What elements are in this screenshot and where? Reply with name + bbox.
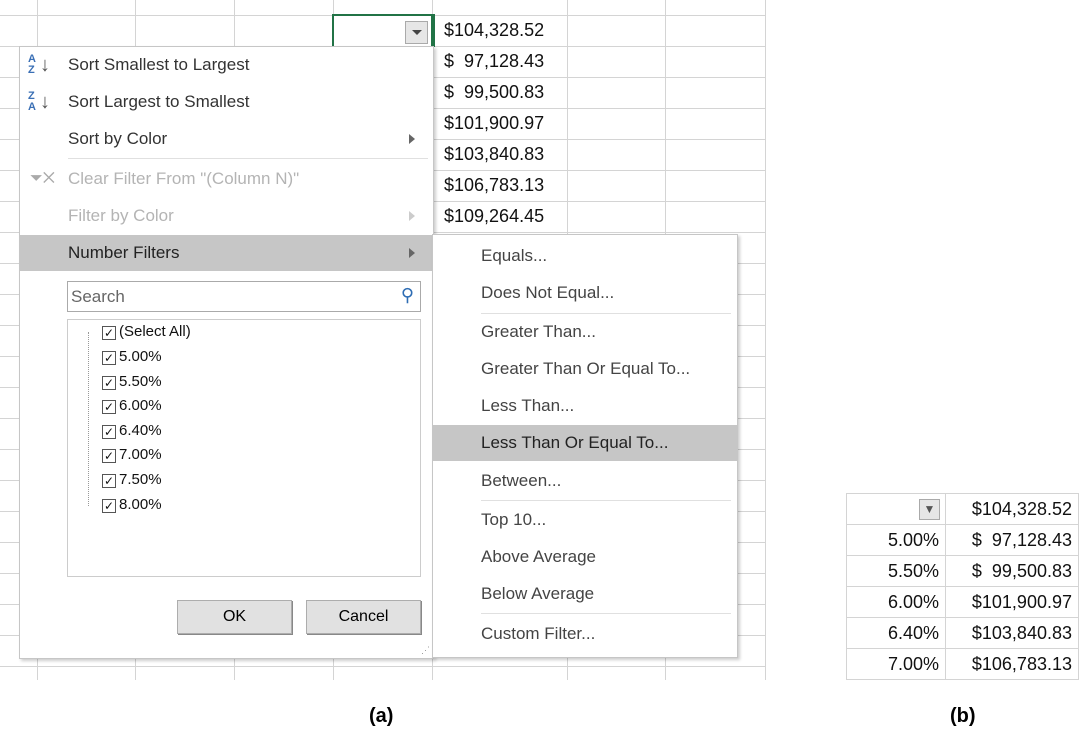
menu-number-filters[interactable]: Number Filters	[20, 235, 433, 271]
chevron-down-icon	[411, 30, 422, 35]
submenu-between[interactable]: Between...	[481, 471, 562, 490]
filter-dropdown-button[interactable]	[405, 21, 428, 44]
menu-label: Sort by Color	[68, 129, 168, 148]
checkbox-select-all[interactable]: ✓ (Select All)	[102, 323, 191, 340]
clear-filter-icon: ⏷✕	[30, 170, 55, 187]
cell-value[interactable]: $ 99,500.83	[444, 82, 545, 102]
cancel-button[interactable]: Cancel	[306, 600, 421, 634]
cell-value[interactable]: $ 97,128.43	[444, 51, 545, 71]
menu-filter-by-color[interactable]: Filter by Color	[20, 198, 433, 234]
submenu-does-not-equal[interactable]: Does Not Equal...	[481, 283, 615, 302]
number-filters-submenu: Equals... Does Not Equal... Greater Than…	[432, 234, 738, 658]
submenu-above-average[interactable]: Above Average	[481, 547, 596, 566]
cell-value[interactable]: $101,900.97	[444, 113, 545, 133]
menu-label: Sort Largest to Smallest	[68, 92, 250, 111]
cell-value[interactable]: $104,328.52	[444, 20, 545, 40]
submenu-below-average[interactable]: Below Average	[481, 584, 595, 603]
filtered-table: ▼ $104,328.52 5.00% $ 97,128.43 5.50% $ 99,…	[846, 493, 1079, 680]
search-placeholder: Search	[71, 287, 125, 306]
chevron-right-icon	[409, 211, 415, 221]
menu-label: Sort Smallest to Largest	[68, 55, 250, 74]
autofilter-menu: A Z ↓ Sort Smallest to Largest Z A ↓ Sort Larg…	[19, 46, 434, 659]
checkbox-item[interactable]: ✓ 6.40%	[102, 422, 162, 439]
checkbox-item[interactable]: ✓ 5.50%	[102, 373, 162, 390]
chevron-right-icon	[409, 134, 415, 144]
caption-a: (a)	[369, 705, 394, 727]
menu-label: Number Filters	[68, 243, 180, 262]
ok-button[interactable]: OK	[177, 600, 292, 634]
submenu-less-equal[interactable]: Less Than Or Equal To...	[433, 425, 737, 461]
checkbox-item[interactable]: ✓ 5.00%	[102, 348, 162, 365]
caption-b: (b)	[950, 705, 976, 727]
submenu-less-than[interactable]: Less Than...	[481, 396, 575, 415]
menu-sort-by-color[interactable]: Sort by Color	[20, 121, 433, 157]
submenu-top-10[interactable]: Top 10...	[481, 510, 547, 529]
search-icon: ⚲	[400, 285, 414, 305]
menu-clear-filter[interactable]: ⏷✕ Clear Filter From "(Column N)"	[20, 161, 433, 197]
submenu-greater-than[interactable]: Greater Than...	[481, 322, 596, 341]
submenu-greater-equal[interactable]: Greater Than Or Equal To...	[481, 359, 691, 378]
selected-cell[interactable]	[332, 14, 435, 47]
filter-active-icon[interactable]: ▼	[919, 499, 940, 520]
checkbox-item[interactable]: ✓ 7.50%	[102, 471, 162, 488]
submenu-equals[interactable]: Equals...	[481, 246, 548, 265]
cell-value[interactable]: $103,840.83	[444, 144, 545, 164]
chevron-right-icon	[409, 248, 415, 258]
resize-grip-icon[interactable]: ⋰	[421, 645, 430, 655]
menu-sort-ascending[interactable]: A Z ↓ Sort Smallest to Largest	[20, 47, 433, 83]
checkbox-item[interactable]: ✓ 8.00%	[102, 496, 162, 513]
cell-value[interactable]: $109,264.45	[444, 206, 545, 226]
table-row: ▼ $104,328.52	[846, 493, 1079, 525]
table-row: 6.40% $103,840.83	[846, 617, 1079, 649]
menu-label: Filter by Color	[68, 206, 174, 225]
submenu-custom-filter[interactable]: Custom Filter...	[481, 624, 596, 643]
checkbox-item[interactable]: ✓ 6.00%	[102, 397, 162, 414]
menu-label: Clear Filter From "(Column N)"	[68, 169, 300, 188]
table-row: 5.50% $ 99,500.83	[846, 555, 1079, 587]
cell-value[interactable]: $106,783.13	[444, 175, 545, 195]
menu-sort-descending[interactable]: Z A ↓ Sort Largest to Smallest	[20, 84, 433, 120]
search-input[interactable]: Search ⚲	[67, 281, 421, 312]
table-row: 7.00% $106,783.13	[846, 648, 1079, 680]
value-checklist: ✓ (Select All) ✓ 5.00% ✓ 5.50% ✓ 6.00% ✓ 6.40…	[67, 319, 421, 577]
checkbox-item[interactable]: ✓ 7.00%	[102, 446, 162, 463]
table-row: 5.00% $ 97,128.43	[846, 524, 1079, 556]
table-row: 6.00% $101,900.97	[846, 586, 1079, 618]
